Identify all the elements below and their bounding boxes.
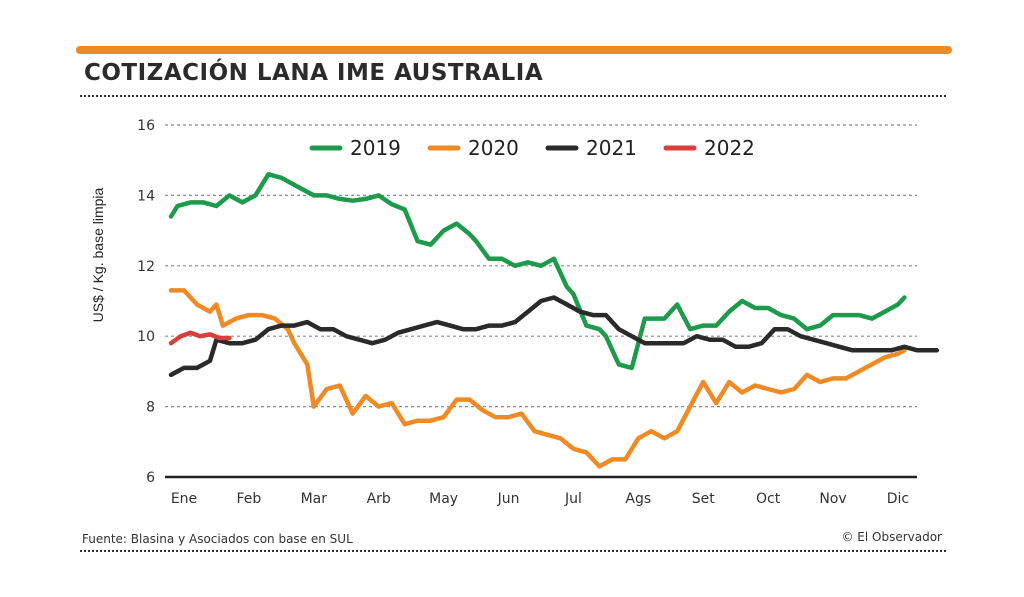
legend-label-2019: 2019 <box>350 136 401 160</box>
x-tick-label: Ags <box>625 491 651 507</box>
x-tick-label: Nov <box>819 491 846 507</box>
footer-divider <box>80 550 946 552</box>
y-tick-label: 8 <box>146 400 155 416</box>
y-tick-label: 14 <box>137 188 155 204</box>
y-tick-label: 6 <box>146 470 155 486</box>
grid <box>165 124 917 479</box>
x-tick-label: Set <box>692 491 716 507</box>
legend: 2019 2020 2021 2022 <box>309 136 755 160</box>
x-tick-label: Dic <box>887 491 909 507</box>
x-axis-ticks: Ene Feb Mar Arb May Jun Jul Ags Set Oct Nov Dic <box>171 491 909 507</box>
source-note: Fuente: Blasina y Asociados con base en … <box>82 532 353 546</box>
page-title: COTIZACIÓN LANA IME AUSTRALIA <box>84 60 544 86</box>
x-tick-label: Jun <box>497 491 520 507</box>
legend-label-2021: 2021 <box>586 136 637 160</box>
x-tick-label: Mar <box>301 491 328 507</box>
x-tick-label: Arb <box>367 491 391 507</box>
x-tick-label: Oct <box>756 491 781 507</box>
y-axis-ticks: 16 14 12 10 8 6 <box>137 118 155 486</box>
x-tick-label: Ene <box>171 491 197 507</box>
y-tick-label: 16 <box>137 118 155 134</box>
y-tick-label: 12 <box>137 259 155 275</box>
legend-label-2022: 2022 <box>704 136 755 160</box>
x-tick-label: Jul <box>564 491 582 507</box>
series-line-2021 <box>168 295 940 378</box>
accent-bar <box>76 46 952 54</box>
series-line-2019 <box>168 172 907 371</box>
y-axis-label: US$ / Kg. base limpia <box>90 187 106 322</box>
legend-label-2020: 2020 <box>468 136 519 160</box>
series-line-2022 <box>168 330 232 346</box>
series <box>168 172 940 469</box>
y-tick-label: 10 <box>137 329 155 345</box>
x-tick-label: Feb <box>237 491 262 507</box>
x-tick-label: May <box>429 491 458 507</box>
credit-note: © El Observador <box>841 530 942 544</box>
title-divider <box>80 95 946 97</box>
